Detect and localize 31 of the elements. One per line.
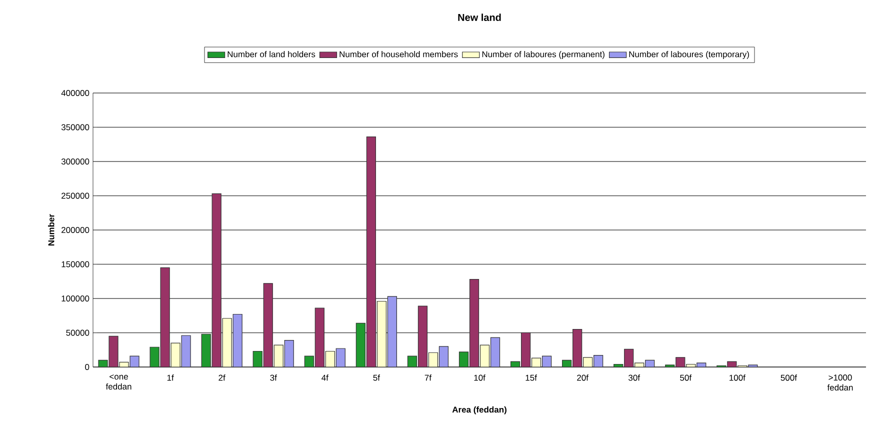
y-tick-label: 350000 [61, 124, 90, 130]
x-tick-label: 30f [628, 374, 640, 381]
legend-label: Number of laboures (permanent) [482, 51, 604, 59]
y-axis-title: Number [48, 214, 54, 246]
x-tick-label: 50f [680, 374, 692, 381]
y-tick-label: 0 [85, 364, 90, 370]
x-axis-title: Area (feddan) [452, 406, 506, 414]
y-tick-label: 150000 [62, 261, 90, 268]
x-tick-label: 20f [577, 374, 588, 381]
legend-label: Number of laboures (temporary) [629, 51, 749, 59]
x-tick-label: <one feddan [106, 374, 132, 390]
chart-title: New land [458, 14, 501, 21]
x-tick-label: 4f [322, 374, 328, 381]
x-tick-label: 5f [373, 374, 380, 381]
y-tick-label: 50000 [66, 330, 90, 336]
x-tick-label: 7f [424, 374, 432, 381]
legend-label: Number of household members [340, 51, 458, 58]
legend-label: Number of land holders [228, 51, 316, 58]
y-tick-label: 250000 [62, 192, 90, 199]
x-tick-label: >1000 feddan [827, 374, 853, 391]
x-tick-label: 10f [474, 374, 486, 381]
x-tick-label: 100f [730, 374, 746, 381]
x-tick-label: 2f [218, 374, 226, 381]
x-tick-label: 1f [167, 374, 174, 381]
y-tick-label: 100000 [62, 295, 90, 302]
x-tick-label: 15f [526, 374, 537, 381]
y-tick-label: 400000 [61, 90, 90, 96]
x-tick-label: 3f [270, 374, 277, 381]
y-tick-label: 300000 [61, 158, 90, 165]
x-tick-label: 500f [780, 374, 797, 381]
y-tick-label: 200000 [62, 226, 90, 234]
